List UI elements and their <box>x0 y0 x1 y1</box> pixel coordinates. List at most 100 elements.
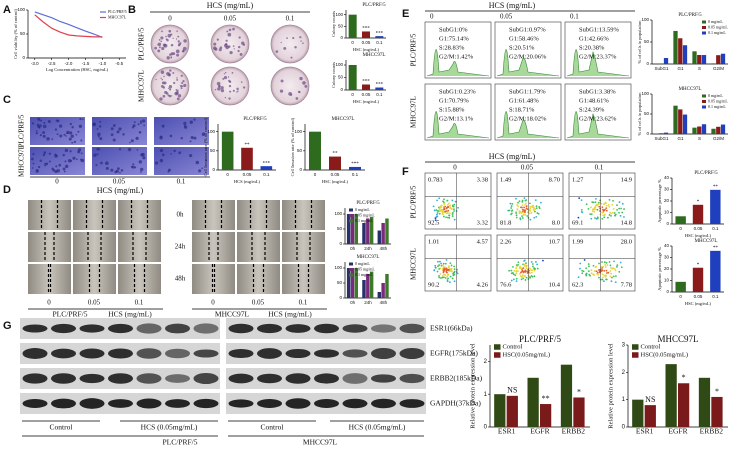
event <box>520 276 523 278</box>
event <box>522 211 524 214</box>
bar <box>506 395 518 427</box>
bar <box>678 38 683 64</box>
event <box>517 263 520 266</box>
x-axis-label: HSC (mg/mL) <box>322 179 349 184</box>
colony <box>161 30 163 33</box>
event <box>531 269 534 272</box>
bar <box>720 124 726 134</box>
y-tick-label: 100 <box>641 17 649 22</box>
significance: *** <box>362 27 370 32</box>
event <box>520 267 523 270</box>
y-tick-label: 50 <box>210 148 216 153</box>
event <box>592 208 594 211</box>
band <box>371 398 396 409</box>
legend-swatch <box>702 31 706 35</box>
colony <box>158 39 161 41</box>
event <box>525 202 527 205</box>
stat-label: G2/M:23.37% <box>579 53 617 60</box>
band <box>257 399 282 408</box>
event <box>598 276 600 279</box>
y-tick-label: 100 <box>334 211 342 216</box>
cell <box>35 169 39 173</box>
panel-letter: C <box>3 94 11 106</box>
chart-title: PLC/PRF/5 <box>356 201 380 206</box>
cell <box>143 124 146 127</box>
bar <box>692 204 704 224</box>
y-tick-label: 100 <box>335 12 343 17</box>
bar <box>377 230 382 244</box>
band <box>371 348 396 359</box>
event <box>597 273 600 276</box>
event <box>442 200 444 203</box>
event <box>530 261 533 263</box>
event <box>450 207 453 210</box>
event <box>521 201 524 203</box>
bar <box>682 45 688 64</box>
dose-label: 0 <box>453 164 457 172</box>
x-tick-label: 0h <box>350 246 356 251</box>
event <box>521 217 524 219</box>
event <box>525 267 528 269</box>
cell <box>48 152 51 155</box>
event <box>518 200 521 202</box>
colony <box>236 91 238 93</box>
y-tick-label: 20 <box>664 198 670 203</box>
cell <box>167 168 171 172</box>
cell <box>180 136 183 140</box>
event <box>603 214 606 217</box>
event <box>434 219 437 222</box>
cell <box>62 167 66 171</box>
legend-swatch <box>349 273 353 277</box>
x-tick-label: 0.1 <box>712 226 719 231</box>
colony <box>232 27 235 31</box>
legend-swatch <box>494 352 501 358</box>
event <box>606 264 609 266</box>
bar <box>711 128 716 134</box>
bar <box>560 364 573 427</box>
bar <box>348 14 357 38</box>
event <box>530 205 533 208</box>
group-label: Control <box>50 423 73 432</box>
event <box>523 265 526 267</box>
quadrant-label: 90.2 <box>428 281 439 288</box>
event <box>453 203 456 206</box>
event <box>520 206 522 209</box>
event <box>529 207 532 210</box>
stat-label: G2/M:20.06% <box>509 53 547 60</box>
event <box>607 271 610 274</box>
cell <box>120 169 124 172</box>
time-label: 0h <box>177 211 185 219</box>
x-tick-label: S <box>698 136 701 141</box>
cell <box>95 164 98 167</box>
event <box>447 209 450 212</box>
band <box>108 323 133 334</box>
colony <box>172 71 175 74</box>
event <box>524 270 527 273</box>
colony <box>228 84 232 88</box>
event <box>523 209 525 212</box>
time-label: 48h <box>175 275 186 283</box>
chart-title: MHCC97L <box>332 117 355 122</box>
cell <box>75 158 78 161</box>
dose-label: 0.05 <box>252 299 265 307</box>
band <box>51 398 76 409</box>
cell <box>138 160 142 164</box>
event <box>599 210 601 212</box>
event <box>621 202 624 205</box>
event <box>524 210 526 213</box>
x-tick-label: EGFR <box>530 427 549 436</box>
band <box>314 373 339 384</box>
bar <box>540 404 552 427</box>
x-tick-label: G1 <box>677 66 684 71</box>
cell <box>80 139 83 142</box>
colony <box>157 49 161 53</box>
event <box>448 265 450 267</box>
protein-label: ESR1(66kDa) <box>430 324 473 333</box>
event <box>524 214 527 216</box>
colony <box>170 56 172 59</box>
x-tick-label: -1.5 <box>82 61 90 66</box>
cell <box>105 161 109 166</box>
cell <box>189 153 193 158</box>
event <box>442 215 445 218</box>
event <box>444 210 447 213</box>
